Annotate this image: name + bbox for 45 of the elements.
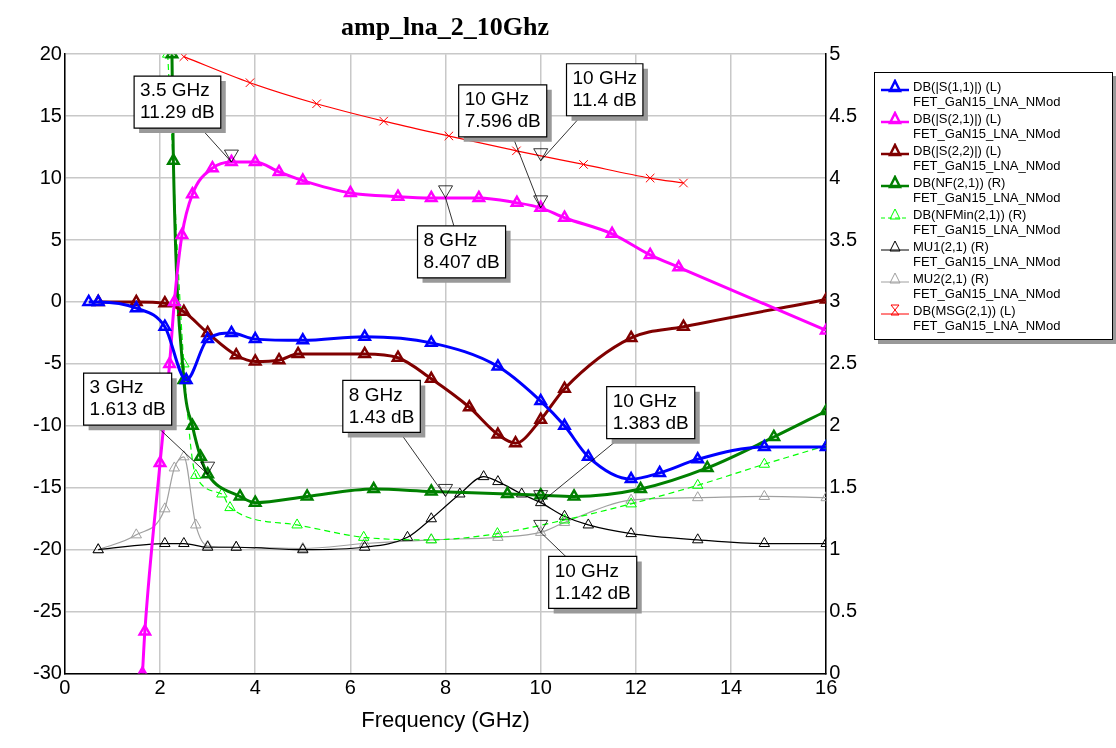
legend-label: DB(|S(2,1)|) (L) FET_GaN15_LNA_NMod (913, 111, 1061, 141)
x-axis-title: Frequency (GHz) (361, 706, 530, 732)
x-tick-label: 14 (719, 676, 743, 699)
chart-title: amp_lna_2_10Ghz (340, 12, 550, 42)
annotation: 8 GHz 8.407 dB (423, 229, 500, 273)
y-tick-label: -15 (33, 475, 62, 498)
y-tick-label: -25 (33, 599, 62, 622)
y2-tick-label: 2 (829, 413, 841, 436)
legend-label: DB(|S(2,2)|) (L) FET_GaN15_LNA_NMod (913, 143, 1061, 173)
legend-label: MU2(2,1) (R) FET_GaN15_LNA_NMod (913, 271, 1061, 301)
y-tick-label: 0 (50, 289, 62, 312)
y2-tick-label: 5 (829, 41, 841, 64)
y-tick-label: 10 (39, 165, 62, 188)
x-tick-label: 8 (439, 676, 452, 699)
annotation: 10 GHz 11.4 dB (572, 66, 637, 110)
y-tick-label: 5 (50, 227, 62, 250)
y-tick-label: -20 (33, 537, 62, 560)
legend-label: MU1(2,1) (R) FET_GaN15_LNA_NMod (913, 239, 1061, 269)
annotation: 3.5 GHz 11.29 dB (140, 79, 215, 123)
x-tick-label: 10 (529, 676, 552, 699)
y2-tick-label: 2.5 (829, 351, 858, 374)
y-tick-label: -5 (44, 351, 62, 374)
x-tick-label: 12 (624, 676, 647, 699)
annotation: 10 GHz 7.596 dB (464, 88, 541, 132)
legend-label: DB(NFMin(2,1)) (R) FET_GaN15_LNA_NMod (913, 207, 1061, 237)
annotation: 10 GHz 1.142 dB (554, 559, 631, 603)
legend-label: DB(NF(2,1)) (R) FET_GaN15_LNA_NMod (913, 175, 1061, 205)
x-tick-label: 4 (249, 676, 261, 699)
x-tick-label: 2 (154, 676, 166, 699)
y-tick-label: 15 (39, 103, 62, 126)
y2-tick-label: 3.5 (829, 227, 858, 250)
y2-tick-label: 1.5 (829, 475, 858, 498)
y2-tick-label: 3 (829, 289, 841, 312)
y-tick-label: -10 (33, 413, 62, 436)
x-tick-label: 6 (344, 676, 356, 699)
legend-label: DB(|S(1,1)|) (L) FET_GaN15_LNA_NMod (913, 79, 1061, 109)
y2-tick-label: 4 (829, 165, 841, 188)
y-tick-label: 20 (39, 41, 62, 64)
y2-tick-label: 0.5 (829, 599, 858, 622)
y2-tick-label: 1 (829, 537, 841, 560)
annotation: 8 GHz 1.43 dB (348, 383, 415, 427)
annotation: 10 GHz 1.383 dB (612, 389, 689, 433)
annotation: 3 GHz 1.613 dB (89, 376, 166, 420)
legend-label: DB(MSG(2,1)) (L) FET_GaN15_LNA_NMod (913, 303, 1061, 333)
y2-tick-label: 4.5 (829, 103, 858, 126)
